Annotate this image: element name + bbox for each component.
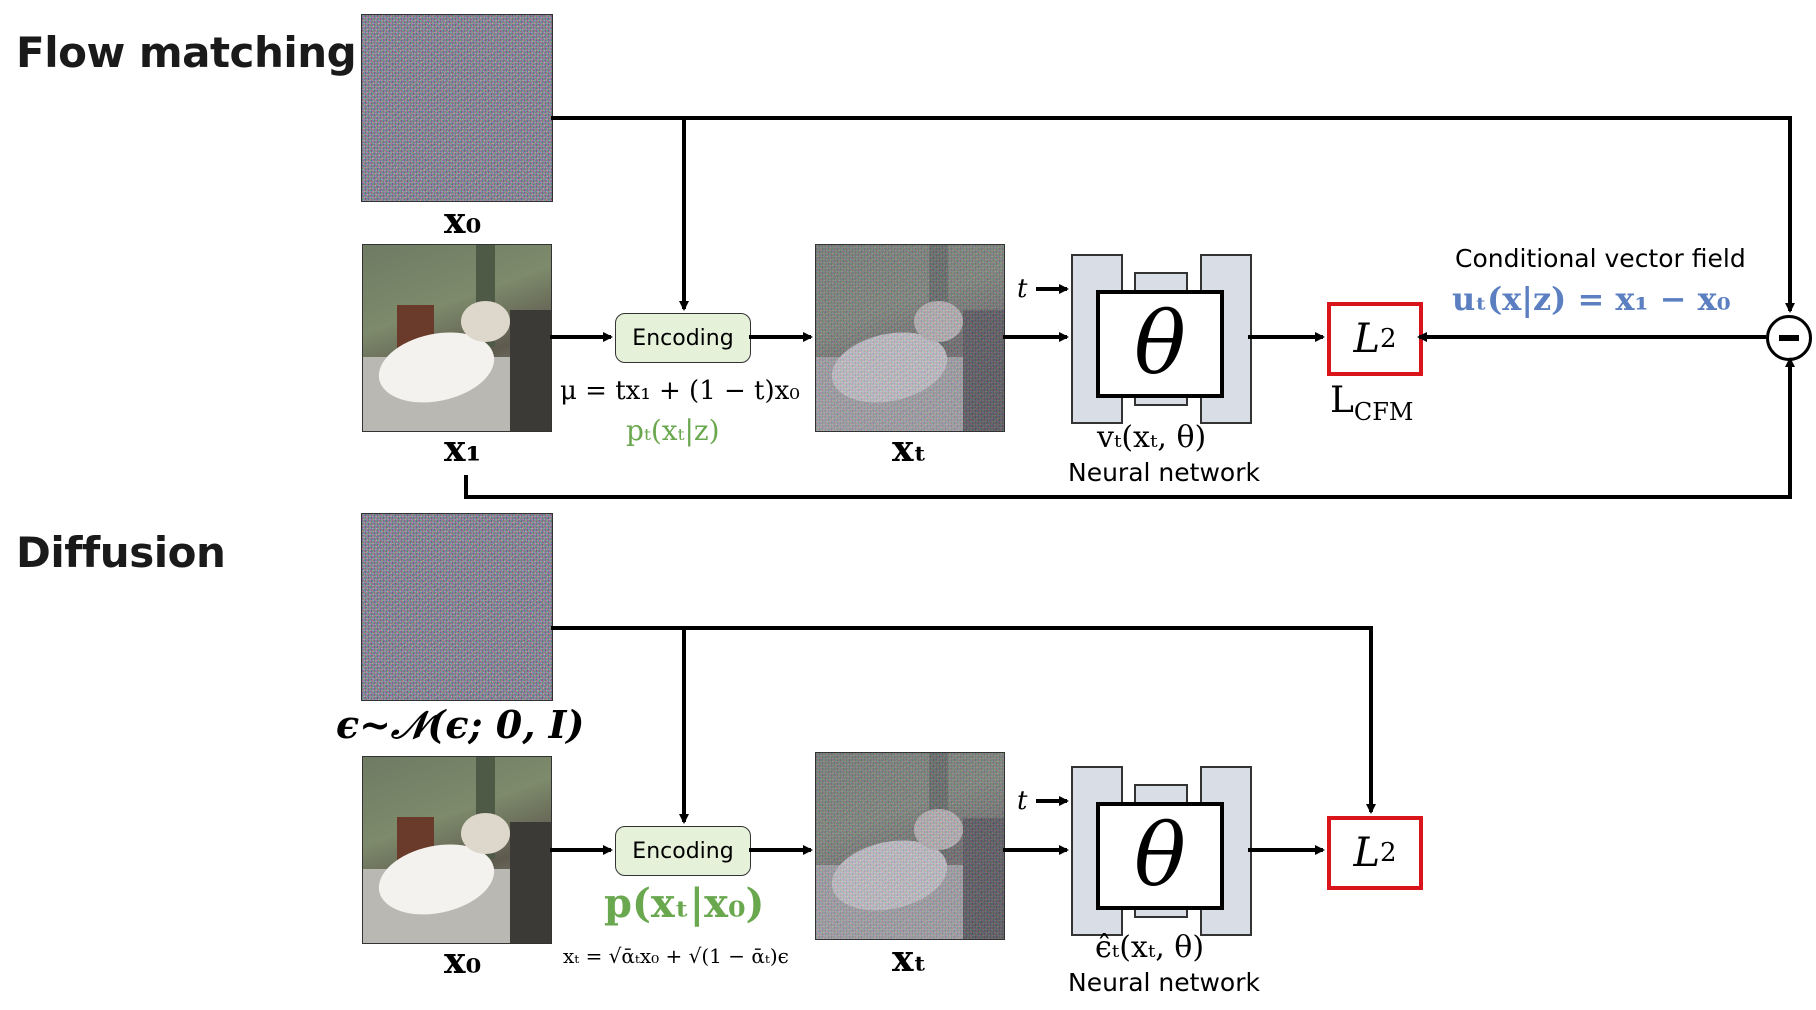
flow-lcfm-label: LCFM [1330,380,1414,426]
flow-theta-box: θ [1096,290,1224,398]
flow-matching-title: Flow matching [16,28,357,77]
flow-lcfm-symbol: L [1330,380,1354,421]
flow-pt-formula: pₜ(xₜ|z) [626,414,720,447]
flow-x0-to-subtract-arrow [684,116,1795,313]
flow-noise-image-x0 [361,14,553,202]
diffusion-xt-label: xₜ [892,938,927,980]
subtract-node [1766,315,1812,361]
flow-xt-label: xₜ [892,428,927,470]
flow-cat-image-x1 [362,244,552,432]
diffusion-cat-image-x0 [362,756,552,944]
flow-lcfm-sub: CFM [1353,398,1414,427]
diffusion-title: Diffusion [16,528,226,577]
diffusion-loss-sub: 2 [1380,838,1397,868]
flow-loss-sub: 2 [1380,324,1397,354]
diffusion-noise-image-eps [361,513,553,701]
flow-nn-label: Neural network [1068,458,1260,487]
diffusion-encoding-box: Encoding [615,826,751,876]
cvf-title: Conditional vector field [1455,244,1746,273]
flow-noisy-image-xt [815,244,1005,432]
diffusion-eps-label: ϵ~𝒩(ϵ; 0, I) [336,702,585,747]
diffusion-xt-formula: xₜ = √ᾱₜx₀ + √(1 − ᾱₜ)ϵ [563,944,789,968]
flow-vt-label: vₜ(xₜ, θ) [1097,420,1207,455]
flow-t-label: t [1017,274,1028,304]
diffusion-eps-to-loss-arrow [684,626,1376,814]
flow-x0-to-encoding-arrow [551,116,689,311]
diffusion-loss-symbol: L [1353,830,1380,876]
diffusion-nn-label: Neural network [1068,968,1260,997]
flow-x1-to-subtract-arrow [464,357,1795,499]
diffusion-p-formula: p(xₜ|x₀) [604,880,765,927]
diffusion-eps-to-encoding-arrow [551,626,689,824]
flow-x0-label: x₀ [444,200,482,242]
diffusion-noisy-image-xt [815,752,1005,940]
flow-mu-formula: μ = tx₁ + (1 − t)x₀ [560,376,800,406]
diffusion-t-label: t [1017,786,1028,816]
diffusion-x0-label: x₀ [444,940,482,982]
diffusion-eps-hat-label: ϵ̂ₜ(xₜ, θ) [1095,930,1205,965]
cvf-formula: uₜ(x|z) = x₁ − x₀ [1452,280,1731,318]
flow-x1-label: x₁ [444,428,482,470]
diffusion-theta-box: θ [1096,802,1224,910]
flow-loss-symbol: L [1353,316,1380,362]
